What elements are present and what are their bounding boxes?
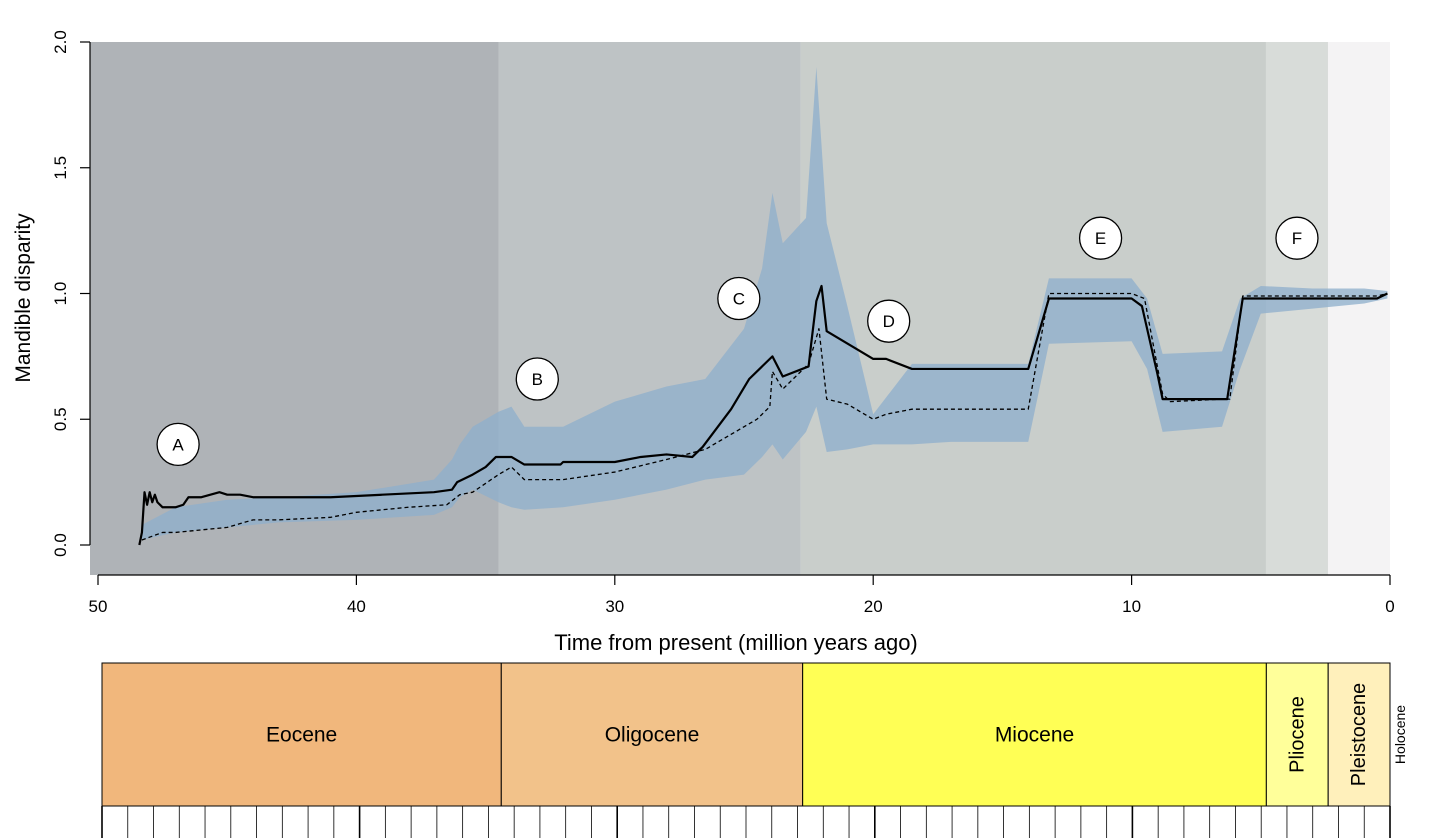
epoch-label-oligocene: Oligocene	[605, 724, 700, 747]
annotation-label-D: D	[883, 312, 895, 331]
observed-disparity-line	[138, 284, 1388, 546]
x-tick-label: 50	[89, 597, 108, 616]
axes: 50 40 30 20 10 0 0.0 0.5 1.0 1.5 2.0	[51, 30, 1395, 616]
x-tick-label: 0	[1385, 597, 1394, 616]
epoch-label-pliocene: Pliocene	[1286, 696, 1308, 773]
x-tick-label: 30	[605, 597, 624, 616]
confidence-interval-band	[141, 67, 1388, 540]
annotation-label-C: C	[733, 290, 745, 309]
annotation-circle-F	[1275, 216, 1319, 260]
epoch-box-miocene	[802, 662, 1267, 807]
epoch-label-eocene: Eocene	[266, 724, 337, 747]
epoch-box-oligocene	[500, 662, 804, 807]
x-axis-label: Time from present (million years ago)	[554, 630, 918, 655]
annotation-circle-B	[515, 357, 559, 401]
y-tick-label: 1.5	[51, 156, 70, 180]
annotation-circle-C	[717, 276, 761, 321]
x-tick-label: 10	[1122, 597, 1141, 616]
annotation-label-F: F	[1292, 229, 1302, 248]
annotation-circle-D	[867, 299, 911, 343]
annotation-label-B: B	[532, 370, 543, 389]
y-tick-label: 0.5	[51, 407, 70, 431]
geologic-timescale: Eocene Oligocene Miocene Pliocene Pleistocen…	[101, 662, 1408, 838]
epoch-label-holocene: Holocene	[1392, 705, 1408, 764]
y-tick-label: 2.0	[51, 30, 70, 54]
epoch-label-miocene: Miocene	[995, 724, 1074, 747]
epoch-label-pleistocene: Pleistocene	[1348, 683, 1370, 786]
annotation-label-A: A	[172, 435, 184, 454]
confidence-interval	[141, 67, 1388, 540]
background-band-2	[800, 42, 1266, 575]
disparity-series	[138, 284, 1388, 546]
annotation-circle-E	[1078, 216, 1123, 260]
epoch-box-pleistocene	[1327, 662, 1391, 807]
annotation-label-E: E	[1095, 229, 1106, 248]
annotation-circle-A	[156, 422, 200, 467]
x-tick-label: 40	[347, 597, 366, 616]
background-band-4	[1327, 42, 1390, 575]
x-tick-label: 20	[864, 597, 883, 616]
y-tick-label: 0.0	[51, 533, 70, 557]
y-tick-label: 1.0	[51, 282, 70, 306]
y-axis-label: Mandible disparity	[12, 213, 35, 383]
annotation-markers: A B C D E F	[156, 216, 1319, 467]
expected-disparity-line	[141, 292, 1388, 541]
